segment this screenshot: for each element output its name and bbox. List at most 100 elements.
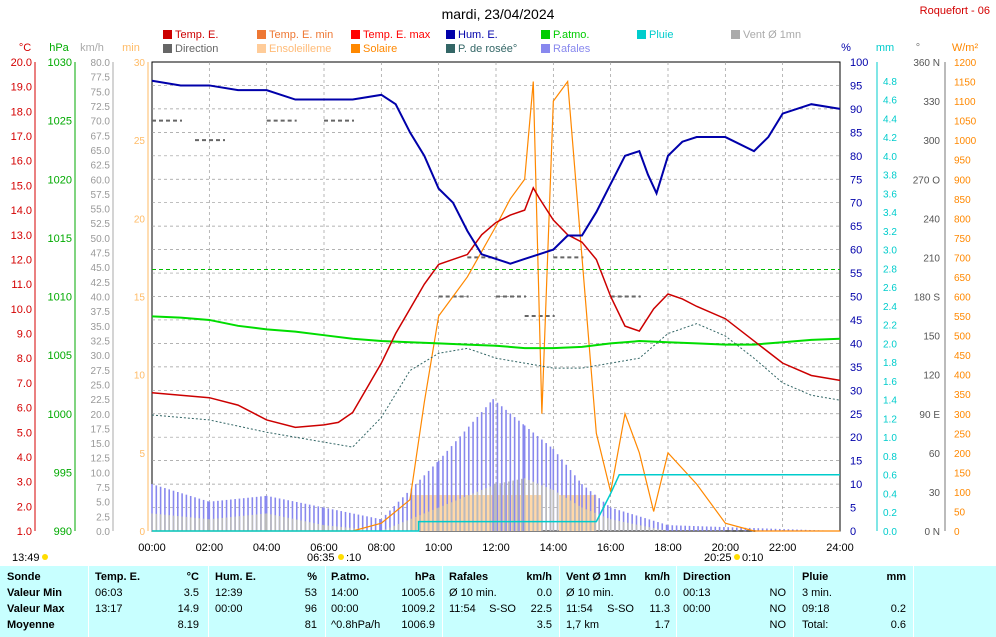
- stats-vent-title: Vent Ø 1mn: [566, 571, 627, 583]
- tick-time: 08:00: [368, 542, 396, 554]
- stats-temp-avg: 8.19: [177, 619, 199, 631]
- series-p-atmo-: [151, 315, 841, 350]
- tick-time: 02:00: [196, 542, 224, 554]
- tick-kmh: 5.0: [96, 498, 110, 509]
- tick-wm2: 600: [954, 293, 971, 304]
- legend-label: Rafales: [553, 43, 591, 55]
- sunshine-bar: [410, 495, 542, 531]
- stats-vent-avg: 1.7: [654, 619, 670, 631]
- stats-pluie-max-time: 09:18: [802, 603, 830, 615]
- stats-pluie-max: 0.2: [890, 603, 906, 615]
- legend-label: Temp. E.: [175, 29, 218, 41]
- stats-pluie-avg: 0.6: [890, 619, 906, 631]
- tick-min: 5: [139, 449, 145, 460]
- tick-temp: 20.0: [11, 57, 32, 69]
- tick-hpa: 1000: [48, 409, 72, 421]
- stats-patm-avg: 1006.9: [401, 619, 435, 631]
- tick-temp: 6.0: [17, 403, 32, 415]
- tick-pct: 35: [850, 362, 862, 374]
- stats-hum-unit: %: [307, 571, 317, 583]
- stats-patm-title: P.atmo.: [331, 571, 370, 583]
- stats-rafales-title: Rafales: [449, 571, 489, 583]
- stats-hum-title: Hum. E.: [215, 571, 256, 583]
- tick-wm2: 1150: [954, 78, 976, 89]
- tick-pct: 0: [850, 526, 856, 538]
- stats-rafales-unit: km/h: [526, 571, 552, 583]
- stats-vent-min-time: Ø 10 min.: [566, 587, 614, 599]
- tick-temp: 11.0: [11, 279, 32, 291]
- stats-rafales-avg: 3.5: [536, 619, 552, 631]
- stats-row-label: Valeur Min: [7, 587, 63, 599]
- tick-temp: 17.0: [11, 131, 32, 143]
- tick-mm: 0.8: [883, 452, 897, 463]
- sun-icon: [338, 554, 344, 560]
- sunrise-label-b: :10: [346, 552, 361, 564]
- stats-direction-max: NO: [769, 603, 787, 615]
- moonrise-label: 13:49: [12, 552, 40, 564]
- stats-direction-max-time: 00:00: [683, 603, 711, 615]
- tick-kmh: 47.5: [91, 249, 111, 260]
- stats-column: [559, 566, 677, 637]
- tick-deg: 360 N: [913, 58, 940, 69]
- stats-temp-title: Temp. E.: [95, 571, 141, 583]
- stats-hum-max: 96: [304, 603, 317, 615]
- stats-vent-min: 0.0: [654, 587, 670, 599]
- axis-unit-temp: °C: [19, 42, 31, 54]
- tick-deg: 300: [923, 136, 940, 147]
- tick-min: 15: [134, 293, 146, 304]
- stats-pluie-title: Pluie: [802, 571, 829, 583]
- tick-pct: 30: [850, 385, 862, 397]
- tick-kmh: 45.0: [91, 263, 111, 274]
- axis-unit-wm2: W/m²: [952, 42, 979, 54]
- tick-mm: 4.2: [883, 133, 897, 144]
- tick-pct: 85: [850, 127, 862, 139]
- tick-mm: 4.0: [883, 152, 897, 163]
- tick-time: 12:00: [482, 542, 510, 554]
- tick-kmh: 70.0: [91, 117, 111, 128]
- series-solaire: [152, 79, 840, 532]
- tick-kmh: 62.5: [91, 161, 111, 172]
- stats-patm-min: 1005.6: [401, 587, 435, 599]
- axis-unit-kmh: km/h: [80, 42, 104, 54]
- tick-kmh: 30.0: [91, 351, 111, 362]
- tick-temp: 19.0: [11, 82, 32, 94]
- stats-temp-min-time: 06:03: [95, 587, 123, 599]
- tick-kmh: 20.0: [91, 410, 111, 421]
- tick-wm2: 200: [954, 449, 971, 460]
- tick-kmh: 50.0: [91, 234, 111, 245]
- stats-column: [793, 566, 914, 637]
- moon-icon: [42, 554, 48, 560]
- tick-wm2: 1200: [954, 58, 977, 69]
- legend-swatch: [541, 30, 550, 39]
- tick-kmh: 52.5: [91, 219, 111, 230]
- legend-swatch: [446, 44, 455, 53]
- stats-row-label: Moyenne: [7, 619, 55, 631]
- stats-column: [208, 566, 326, 637]
- stats-direction-min: NO: [769, 587, 787, 599]
- tick-wm2: 50: [954, 507, 966, 518]
- tick-pct: 20: [850, 432, 862, 444]
- tick-time: 20:00: [712, 542, 740, 554]
- legend-label: Direction: [175, 43, 218, 55]
- tick-temp: 4.0: [17, 452, 32, 464]
- legend-swatch: [163, 30, 172, 39]
- tick-wm2: 350: [954, 390, 971, 401]
- tick-temp: 13.0: [11, 230, 32, 242]
- legend-swatch: [731, 30, 740, 39]
- stats-direction-title: Direction: [683, 571, 731, 583]
- tick-pct: 50: [850, 292, 862, 304]
- tick-kmh: 57.5: [91, 190, 111, 201]
- tick-hpa: 1020: [48, 174, 72, 186]
- tick-mm: 3.6: [883, 189, 897, 200]
- tick-deg: 150: [923, 332, 940, 343]
- stats-patm-avg-label: ^0.8hPa/h: [331, 619, 381, 631]
- stats-column: [0, 566, 89, 637]
- tick-mm: 4.8: [883, 77, 897, 88]
- stats-hum-avg: 81: [304, 619, 317, 631]
- tick-pct: 55: [850, 268, 862, 280]
- legend-label: Temp. E. max: [363, 29, 431, 41]
- tick-wm2: 1050: [954, 117, 977, 128]
- legend-swatch: [637, 30, 646, 39]
- series-hum-e-: [151, 79, 841, 265]
- tick-deg: 210: [923, 253, 940, 264]
